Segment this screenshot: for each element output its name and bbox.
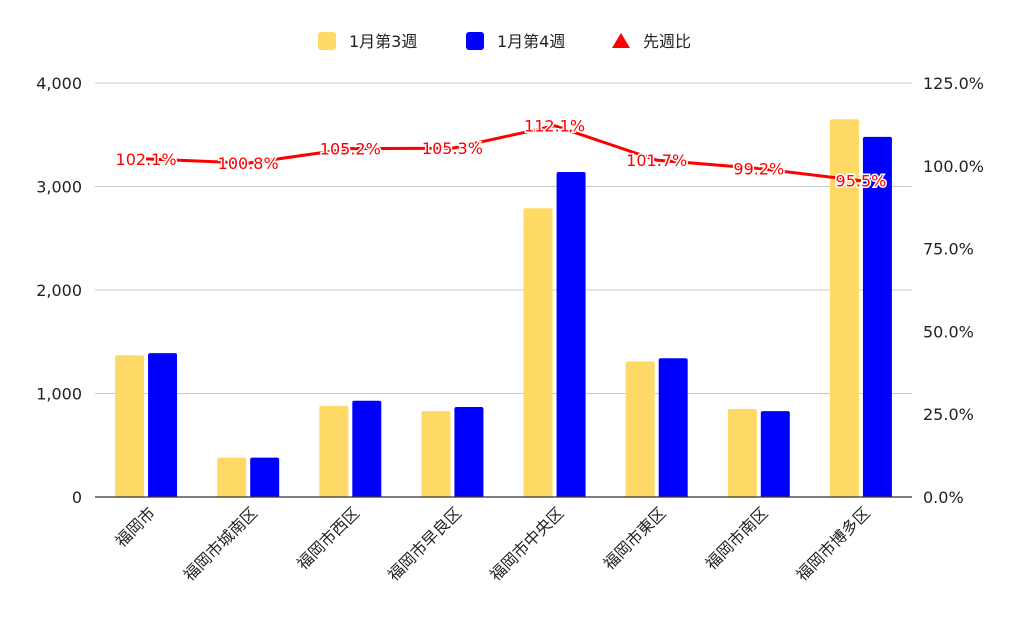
x-tick-label: 福岡市南区 (702, 503, 772, 573)
bar (421, 411, 451, 497)
y-right-tick-label: 0.0% (923, 488, 964, 507)
y-left-tick-label: 1,000 (36, 385, 82, 404)
y-left-tick-label: 0 (72, 488, 82, 507)
x-tick-label: 福岡市早良区 (384, 503, 465, 584)
bar (217, 457, 247, 497)
x-tick-label: 福岡市東区 (600, 503, 670, 573)
bar (319, 405, 349, 497)
bar (523, 208, 553, 498)
line-series (145, 124, 862, 183)
x-tick-label: 福岡市城南区 (180, 503, 261, 584)
y-right-tick-label: 75.0% (923, 240, 974, 259)
y-right-tick-label: 25.0% (923, 405, 974, 424)
y-left-tick-label: 2,000 (36, 281, 82, 300)
bar (115, 355, 145, 497)
data-label: 105.2% (320, 140, 381, 159)
y-right-tick-label: 125.0% (923, 74, 984, 93)
data-label: 100.8% (218, 154, 279, 173)
y-left-tick-label: 3,000 (36, 178, 82, 197)
line-series-path (145, 124, 862, 183)
x-tick-label: 福岡市西区 (293, 503, 363, 573)
bar (625, 361, 655, 497)
y-right-tick-label: 50.0% (923, 322, 974, 341)
line-data-labels: 102.1% 100.8% 105.2% 105.3% 112.1% 101.7% 99.2… (114, 115, 888, 192)
legend-swatch (318, 32, 336, 50)
data-label: 102.1% (116, 150, 177, 169)
x-tick-label: 福岡市中央区 (486, 503, 567, 584)
x-tick-label: 福岡市博多区 (792, 503, 873, 584)
bar (862, 136, 892, 497)
legend-label: 先週比 (643, 32, 691, 51)
bar (454, 406, 484, 497)
data-label: 101.7% (626, 151, 687, 170)
bar-series (115, 119, 892, 498)
bar (658, 358, 688, 497)
bar (829, 119, 859, 497)
data-label: 105.3% (422, 139, 483, 158)
legend-triangle-icon (612, 33, 630, 48)
y-right-tick-label: 100.0% (923, 157, 984, 176)
x-tick-label: 福岡市 (112, 503, 159, 550)
data-label: 95.5% (836, 172, 887, 191)
legend-swatch (466, 32, 484, 50)
data-label: 99.2% (733, 159, 784, 178)
legend-label: 1月第4週 (497, 32, 565, 51)
legend-label: 1月第3週 (349, 32, 417, 51)
left-y-axis: 0 1,000 2,000 3,000 4,000 (36, 74, 82, 507)
bar (556, 172, 586, 497)
bar (250, 457, 280, 497)
right-y-axis: 0.0% 25.0% 50.0% 75.0% 100.0% 125.0% (923, 74, 984, 507)
legend: 1月第3週 1月第4週 先週比 (318, 32, 691, 51)
bar (352, 400, 382, 497)
y-left-tick-label: 4,000 (36, 74, 82, 93)
gridlines (95, 82, 912, 394)
bar (148, 353, 178, 497)
data-label: 112.1% (524, 117, 585, 136)
bar (727, 409, 757, 497)
x-axis-tick-labels: 福岡市 福岡市城南区 福岡市西区 福岡市早良区 福岡市中央区 福岡市東区 福岡市南区 福岡市博… (112, 503, 874, 584)
bar (760, 411, 790, 497)
